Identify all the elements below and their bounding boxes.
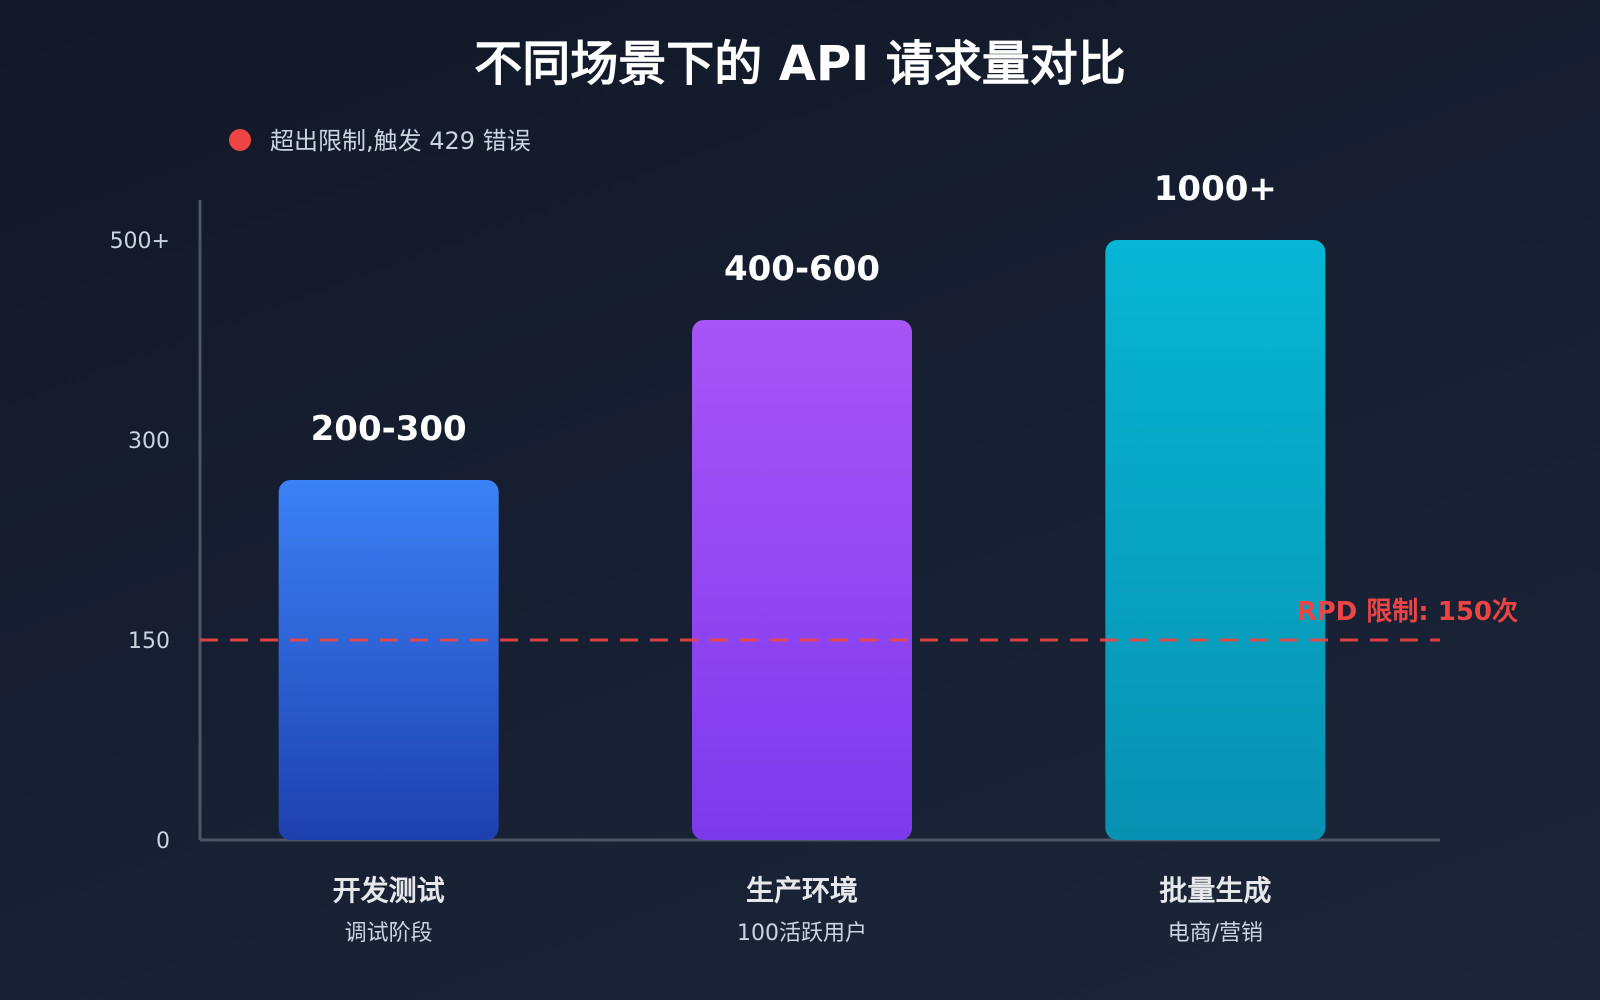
bar-value-label: 200-300: [311, 409, 467, 449]
y-tick-label: 150: [128, 629, 170, 654]
category-label: 生产环境: [746, 874, 858, 907]
category-subtitle: 调试阶段: [345, 921, 433, 946]
chart-title: 不同场景下的 API 请求量对比: [474, 36, 1126, 92]
category-label: 批量生成: [1159, 874, 1271, 907]
y-tick-labels: 0 150 300 500+: [110, 229, 170, 854]
limit-line-label: RPD 限制: 150次: [1297, 597, 1518, 627]
bar: [278, 480, 499, 840]
bar-value-label: 1000+: [1154, 169, 1277, 209]
legend-marker: [229, 129, 251, 151]
bar-value-label: 400-600: [724, 249, 880, 289]
legend-label: 超出限制,触发 429 错误: [270, 127, 531, 155]
category-subtitle: 电商/营销: [1168, 921, 1263, 946]
category-subtitle: 100活跃用户: [737, 921, 867, 946]
category-label: 开发测试: [333, 874, 445, 907]
y-tick-label: 0: [156, 829, 170, 854]
y-tick-label: 300: [128, 429, 170, 454]
bars: 200-300 400-600 1000+: [278, 169, 1326, 840]
bar: [1105, 240, 1326, 840]
y-tick-label: 500+: [110, 229, 170, 254]
bar: [692, 320, 912, 840]
limit-line-group: RPD 限制: 150次: [200, 597, 1518, 642]
